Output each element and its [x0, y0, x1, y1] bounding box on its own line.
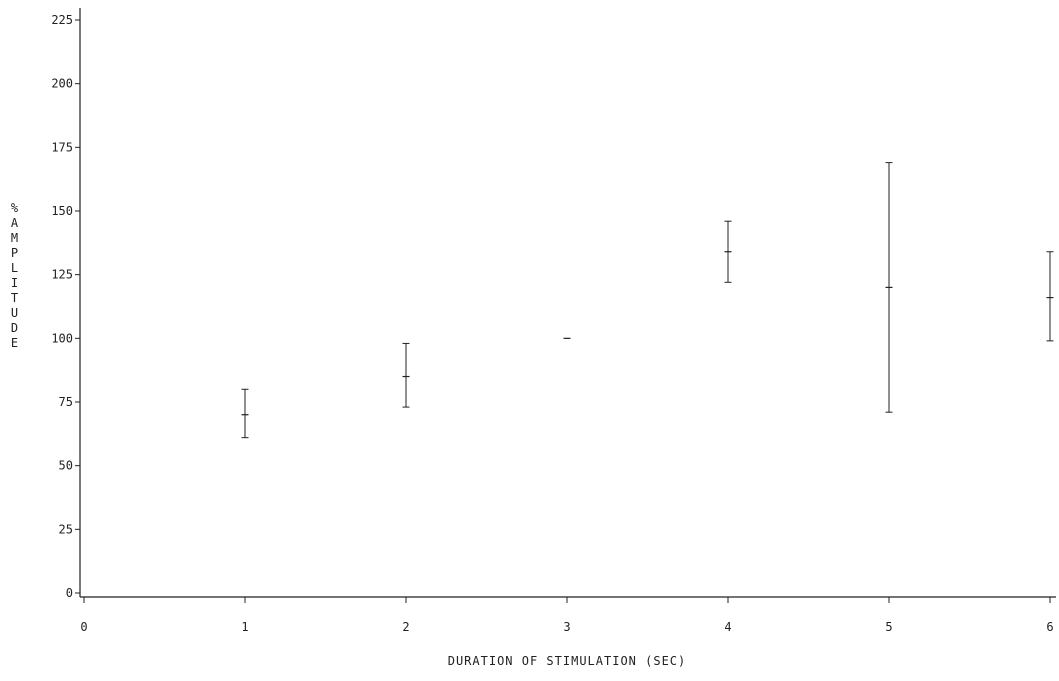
x-tick-label: 3: [563, 620, 570, 634]
y-axis-title-char: I: [11, 276, 19, 290]
x-tick-label: 2: [402, 620, 409, 634]
y-tick-label: 150: [51, 204, 73, 218]
y-tick-label: 225: [51, 13, 73, 27]
y-axis-title-char: T: [11, 291, 19, 305]
y-axis-title-char: L: [11, 261, 19, 275]
y-axis-title-char: D: [11, 321, 19, 335]
y-tick-label: 100: [51, 331, 73, 345]
y-tick-label: 25: [59, 522, 73, 536]
y-axis-title-char: E: [11, 336, 19, 350]
x-tick-label: 6: [1046, 620, 1053, 634]
y-tick-label: 175: [51, 140, 73, 154]
y-axis-title-char: A: [11, 216, 19, 230]
x-axis-title: DURATION OF STIMULATION (SEC): [448, 654, 687, 668]
y-tick-label: 0: [66, 586, 73, 600]
axes: [79, 8, 1056, 598]
data-point: [402, 342, 410, 408]
y-axis-title-char: M: [11, 231, 19, 245]
y-tick-label: 50: [59, 459, 73, 473]
y-axis-ticks: 0 25 50 75 100 125 150 175 200 225: [51, 13, 80, 600]
x-tick-label: 5: [885, 620, 892, 634]
y-tick-label: 75: [59, 395, 73, 409]
x-tick-label: 0: [80, 620, 87, 634]
y-axis-title-char: %: [11, 201, 19, 215]
data-marks: [241, 162, 1054, 439]
x-axis-ticks: 0 1 2 3 4 5 6: [80, 597, 1054, 634]
y-axis-title-char: U: [11, 306, 19, 320]
data-point: [724, 220, 732, 283]
y-tick-label: 125: [51, 268, 73, 282]
y-axis-title-char: P: [11, 246, 19, 260]
data-point: [885, 162, 893, 413]
x-tick-label: 4: [724, 620, 731, 634]
data-point: [1046, 251, 1054, 342]
data-point: [241, 388, 249, 439]
x-tick-label: 1: [241, 620, 248, 634]
y-tick-label: 200: [51, 77, 73, 91]
